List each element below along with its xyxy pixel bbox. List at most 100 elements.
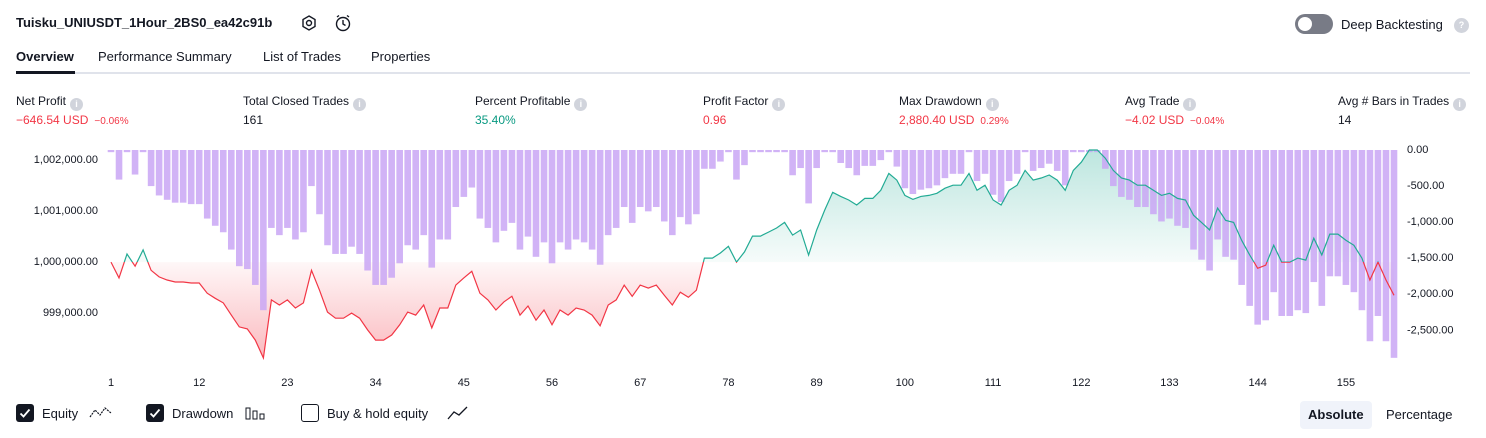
drawdown-bar (548, 150, 556, 264)
drawdown-bar (284, 150, 291, 228)
drawdown-bar (677, 150, 684, 218)
scale-mode-button[interactable]: Absolute (1300, 401, 1372, 429)
tab[interactable]: List of Trades (263, 49, 342, 64)
drawdown-bar (508, 150, 516, 223)
drawdown-bar (917, 150, 925, 190)
y-tick-label: 1,001,000.00 (34, 205, 98, 217)
drawdown-bar (1069, 150, 1077, 153)
metric-label: Max Drawdown i (899, 94, 999, 111)
metric-value: 2,880.40 USD 0.29% (899, 113, 1009, 127)
drawdown-bar (1334, 150, 1342, 277)
drawdown-bar (660, 150, 668, 222)
drawdown-bar (1342, 150, 1350, 285)
drawdown-bar (524, 150, 532, 237)
checkbox[interactable] (301, 404, 319, 422)
drawdown-bar (1318, 150, 1326, 306)
drawdown-bar (701, 150, 708, 169)
drawdown-bar (1142, 150, 1149, 208)
drawdown-bar (1037, 150, 1045, 169)
metric-label-text: Avg # Bars in Trades (1338, 94, 1450, 108)
metric-label-text: Avg Trade (1125, 94, 1180, 108)
tab[interactable]: Performance Summary (98, 49, 232, 64)
drawdown-bar (356, 150, 363, 254)
metric-label: Total Closed Trades i (243, 94, 367, 111)
metric-value: 0.96 (703, 113, 726, 127)
drawdown-bar (468, 150, 476, 188)
drawdown-bar (1021, 150, 1029, 153)
drawdown-bar (612, 150, 620, 228)
metric-label-text: Percent Profitable (475, 94, 571, 108)
drawdown-bar (492, 150, 500, 243)
drawdown-bar (933, 150, 941, 186)
drawdown-bar (316, 150, 323, 215)
drawdown-bar (1246, 150, 1253, 306)
metric-value-text: 35.40% (475, 113, 516, 127)
drawdown-bar (308, 150, 315, 187)
metric-label: Percent Profitable i (475, 94, 588, 111)
x-tick-label: 100 (896, 377, 914, 389)
help-icon[interactable]: ? (1454, 18, 1469, 33)
drawdown-bar (572, 150, 580, 240)
drawdown-bar (1390, 150, 1398, 358)
drawdown-bar (1053, 150, 1061, 171)
drawdown-bar (1005, 150, 1013, 182)
y2-tick-label: -500.00 (1407, 180, 1444, 192)
info-icon[interactable]: i (1183, 98, 1197, 111)
scale-mode-button[interactable]: Percentage (1386, 407, 1453, 422)
drawdown-bar (652, 150, 660, 208)
drawdown-bar (1238, 150, 1245, 285)
drawdown-bar (789, 150, 796, 176)
drawdown-bar (300, 150, 307, 233)
info-icon[interactable]: i (574, 98, 588, 111)
drawdown-bar (981, 150, 989, 174)
drawdown-bar (693, 150, 700, 215)
metric-label-text: Max Drawdown (899, 94, 982, 108)
drawdown-bar (292, 150, 299, 240)
metric-value-text: 161 (243, 113, 264, 127)
metric-label-text: Net Profit (16, 94, 67, 108)
drawdown-bar (452, 150, 460, 208)
metric-label-text: Profit Factor (703, 94, 769, 108)
info-icon[interactable]: i (772, 98, 786, 111)
x-tick-label: 78 (722, 377, 734, 389)
y2-tick-label: -1,000.00 (1407, 216, 1453, 228)
tab[interactable]: Overview (16, 49, 74, 64)
drawdown-bar (436, 150, 444, 240)
active-tab-underline (16, 71, 75, 74)
metric-label: Avg Trade i (1125, 94, 1197, 111)
drawdown-bar (901, 150, 909, 189)
deep-backtesting-toggle[interactable] (1295, 14, 1333, 34)
x-tick-label: 1 (108, 377, 114, 389)
drawdown-bar (1278, 150, 1286, 316)
x-tick-label: 144 (1249, 377, 1267, 389)
y2-tick-label: 0.00 (1407, 144, 1428, 156)
drawdown-bar (741, 150, 748, 166)
drawdown-bar (107, 150, 115, 153)
y2-tick-label: -2,500.00 (1407, 324, 1453, 336)
drawdown-bar (829, 150, 836, 153)
drawdown-bar (588, 150, 596, 250)
drawdown-bar (1262, 150, 1269, 321)
info-icon[interactable]: i (353, 98, 367, 111)
drawdown-bar (252, 150, 259, 285)
metric-value-text: 0.96 (703, 113, 727, 127)
drawdown-bar (1382, 150, 1390, 342)
drawdown-bar (925, 150, 933, 189)
x-tick-label: 12 (193, 377, 205, 389)
drawdown-bar (1374, 150, 1382, 316)
drawdown-bar (1118, 150, 1125, 197)
checkbox[interactable] (16, 404, 34, 422)
info-icon[interactable]: i (70, 98, 84, 111)
drawdown-bar (877, 150, 885, 161)
tab[interactable]: Properties (371, 49, 431, 64)
drawdown-bar (773, 150, 780, 153)
alert-icon[interactable] (333, 13, 353, 33)
info-icon[interactable]: i (985, 98, 999, 111)
drawdown-bar (115, 150, 123, 180)
info-icon[interactable]: i (1453, 98, 1467, 111)
strategy-title: Tuisku_UNIUSDT_1Hour_2BS0_ea42c91b (16, 15, 273, 30)
checkbox[interactable] (146, 404, 164, 422)
settings-icon[interactable] (300, 14, 318, 32)
legend-label: Equity (42, 406, 79, 421)
drawdown-bar (965, 150, 973, 153)
